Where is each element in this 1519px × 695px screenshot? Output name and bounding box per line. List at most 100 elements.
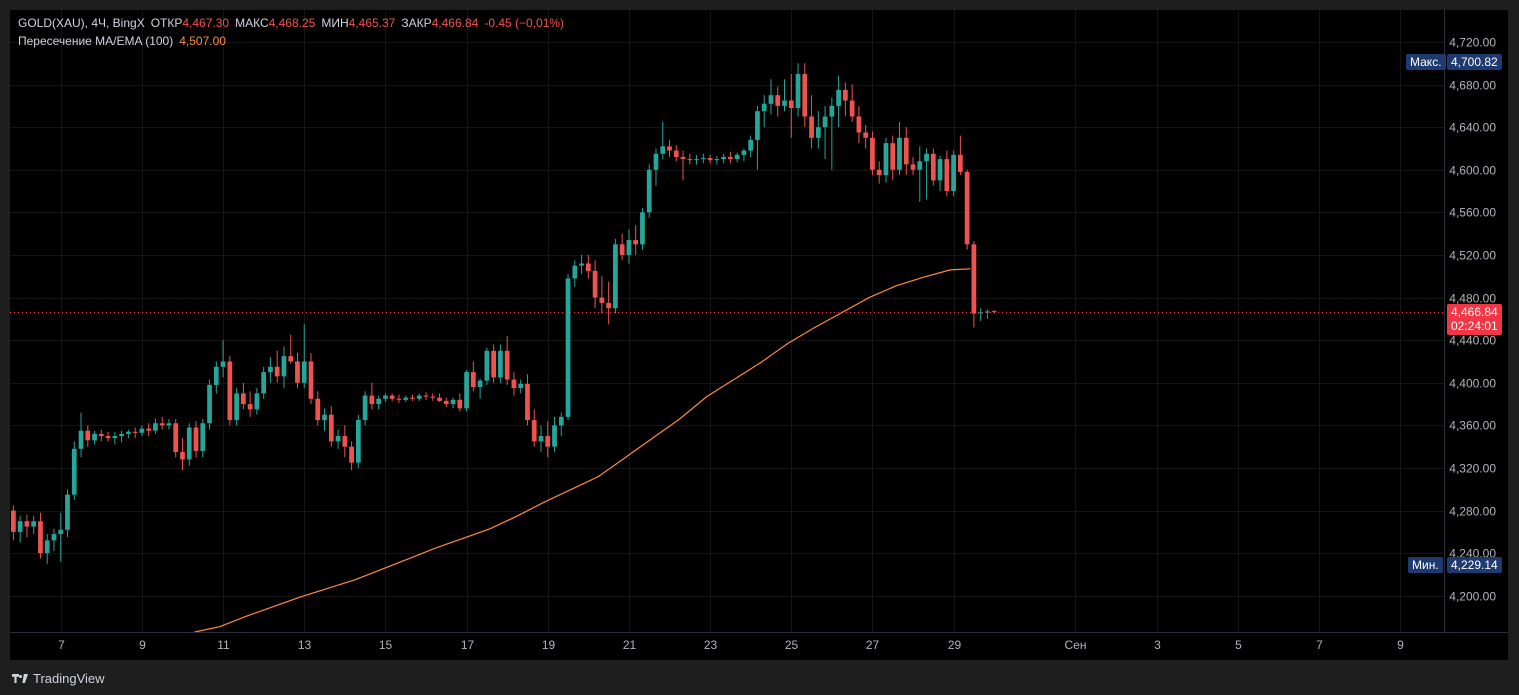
candle-body: [525, 383, 530, 421]
open-value: 4,467.30: [182, 16, 230, 30]
candle-body: [308, 361, 314, 399]
candles: [11, 63, 997, 564]
candle-body: [38, 521, 43, 554]
candle-body: [585, 263, 591, 271]
candle-body: [261, 372, 267, 394]
y-tick-label: 4,520.00: [1449, 249, 1496, 263]
candle-body: [545, 436, 551, 447]
low-value: 4,465.37: [348, 16, 396, 30]
brand-name: TradingView: [33, 670, 105, 686]
x-tick-label: 19: [542, 638, 556, 652]
symbol-title[interactable]: GOLD(XAU), 4Ч, BingX: [18, 16, 145, 30]
y-tick-label: 4,560.00: [1449, 206, 1496, 220]
candle-body: [951, 154, 956, 192]
candle-body: [254, 393, 260, 410]
candle-body: [315, 398, 321, 421]
legend-row-indicator[interactable]: Пересечение MA/EMA (100) 4,507.00: [18, 34, 226, 48]
candle-body: [355, 420, 361, 463]
x-tick-label: 3: [1154, 638, 1161, 652]
x-tick-label: 15: [379, 638, 393, 652]
y-tick-label: 4,200.00: [1449, 590, 1496, 604]
candle-body: [383, 395, 388, 399]
candle-body: [349, 446, 354, 463]
candle-body: [416, 395, 422, 399]
candle-body: [646, 169, 652, 213]
close-value: 4,466.84: [431, 16, 479, 30]
max-value: 4,700.82: [1451, 55, 1498, 70]
candle-body: [132, 431, 138, 433]
candle-body: [234, 393, 239, 421]
grid-lines: [10, 42, 1444, 597]
candle-body: [396, 398, 402, 400]
candle-body: [491, 350, 497, 378]
candle-body: [301, 361, 307, 383]
x-tick-label: 13: [298, 638, 312, 652]
x-grid-lines: [61, 10, 1401, 632]
candle-body: [484, 350, 490, 381]
candle-body: [44, 540, 50, 554]
candle-body: [504, 350, 510, 380]
candle-body: [247, 404, 253, 410]
candle-body: [213, 366, 219, 385]
candle-body: [897, 137, 902, 170]
candle-body: [721, 156, 726, 160]
candle-body: [274, 366, 280, 377]
candle-body: [552, 425, 557, 447]
candle-body: [761, 103, 767, 112]
candle-body: [369, 395, 375, 405]
x-tick-label: 23: [704, 638, 718, 652]
candle-body: [51, 534, 57, 541]
candle-body: [498, 350, 503, 378]
tradingview-logo-icon: [12, 672, 28, 684]
candle-body: [227, 361, 233, 421]
candle-body: [477, 380, 483, 388]
candle-body: [707, 158, 713, 161]
candle-body: [957, 154, 963, 172]
candle-body: [180, 452, 185, 460]
candle-body: [146, 428, 152, 431]
candle-body: [166, 423, 172, 426]
x-tick-label: 7: [1316, 638, 1323, 652]
candle-body: [809, 116, 814, 138]
candle-body: [849, 100, 855, 117]
candle-body: [714, 159, 720, 161]
candle-body: [403, 397, 409, 400]
y-tick-label: 4,640.00: [1449, 121, 1496, 135]
candle-body: [572, 265, 578, 279]
candle-body: [883, 143, 889, 176]
candle-body: [843, 89, 848, 101]
candle-body: [139, 428, 145, 433]
candle-body: [728, 156, 733, 160]
y-tick-label: 4,320.00: [1449, 462, 1496, 476]
candle-body: [173, 423, 179, 453]
x-tick-label: 17: [461, 638, 475, 652]
footer-brand[interactable]: TradingView: [12, 668, 105, 688]
candle-body: [633, 240, 639, 245]
candle-body: [592, 270, 598, 298]
candle-body: [978, 312, 984, 314]
candle-body: [362, 395, 368, 421]
candle-body: [734, 154, 740, 160]
candle-body: [11, 510, 16, 532]
y-tick-label: 4,360.00: [1449, 419, 1496, 433]
candle-body: [910, 164, 916, 170]
candle-body: [660, 146, 666, 154]
candle-body: [78, 430, 84, 449]
y-tick-label: 4,400.00: [1449, 377, 1496, 391]
candle-body: [673, 150, 679, 157]
max-value-badge: 4,700.82: [1447, 54, 1502, 71]
candle-body: [126, 431, 131, 434]
chart-frame[interactable]: 4,200.00 4,240.00 4,280.00 4,320.00 4,360.00…: [10, 10, 1508, 660]
candle-body: [687, 159, 693, 161]
min-price-badge: Мин.: [1408, 556, 1443, 573]
candle-body: [389, 395, 395, 399]
open-label: ОТКР: [150, 16, 183, 30]
x-tick-label: 9: [139, 638, 146, 652]
indicator-value: 4,507.00: [179, 34, 226, 48]
low-label: МИН: [321, 16, 349, 30]
candle-body: [538, 436, 544, 442]
candle-body: [944, 159, 950, 192]
chart-canvas[interactable]: 4,200.004,240.004,280.004,320.004,360.00…: [10, 10, 1508, 660]
candle-body: [470, 372, 476, 388]
candle-body: [17, 521, 23, 532]
